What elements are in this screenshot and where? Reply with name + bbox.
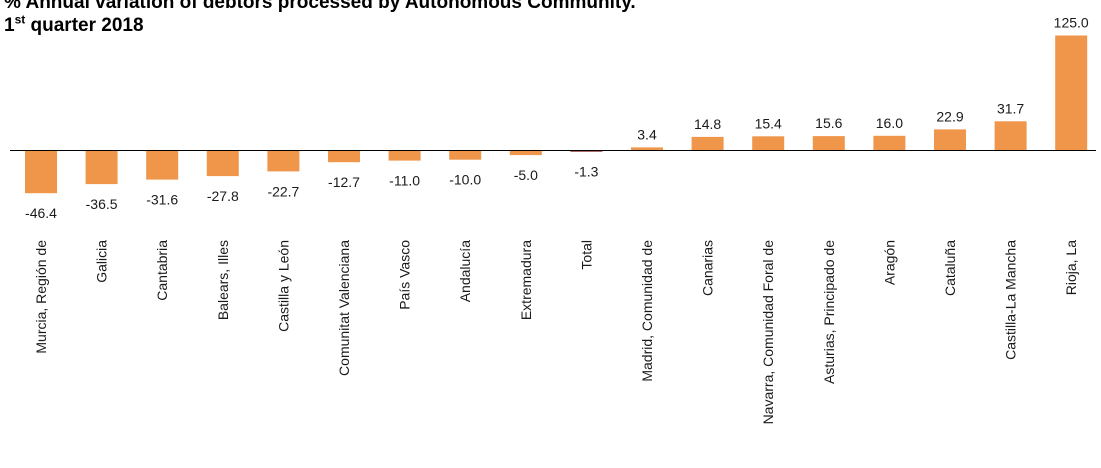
value-label-madrid-comunidad-de: 3.4 [637, 126, 657, 142]
value-label-galicia: -36.5 [86, 196, 118, 212]
category-label-aragon: Aragón [881, 240, 897, 285]
bar-canarias [691, 136, 724, 151]
chart-title-period: quarter 2018 [25, 15, 144, 36]
category-label-cantabria: Cantabria [154, 240, 170, 301]
category-labels-layer: Murcia, Región de Galicia Cantabria Balears… [33, 240, 1079, 425]
category-label-galicia: Galicia [94, 240, 110, 283]
value-label-castilla-la-mancha: 31.7 [997, 100, 1024, 116]
category-label-comunitat-valenciana: Comunitat Valenciana [336, 240, 352, 376]
value-label-murcia-region-de: -46.4 [25, 205, 57, 221]
chart-title-quarter-number: 1 [4, 15, 15, 36]
chart-title: % Annual variation of debtors processed … [4, 0, 636, 37]
bar-castilla-y-leon [267, 150, 300, 172]
chart-title-line-1: % Annual variation of debtors processed … [4, 0, 636, 13]
bar-cantabria [146, 150, 179, 180]
bar-comunitat-valenciana [328, 150, 360, 163]
category-label-canarias: Canarias [700, 240, 716, 296]
chart-title-ordinal-suffix: st [14, 12, 26, 27]
value-label-aragon: 16.0 [876, 115, 903, 131]
bar-andalucia [449, 150, 482, 160]
value-label-total: -1.3 [574, 164, 598, 180]
value-label-andalucia: -10.0 [449, 172, 481, 188]
bar-rioja-la [1055, 35, 1088, 151]
bar-castilla-la-mancha [994, 121, 1027, 151]
value-label-comunitat-valenciana: -12.7 [328, 174, 360, 190]
value-label-balears-illes: -27.8 [207, 188, 239, 204]
value-label-canarias: 14.8 [694, 116, 721, 132]
bars-layer [25, 35, 1088, 194]
category-label-extremadura: Extremadura [518, 240, 534, 320]
category-label-andalucia: Andalucía [457, 240, 473, 302]
value-labels-layer: -46.4 -36.5 -31.6 -27.8 -22.7 -12.7 -11.0 -10.0… [25, 15, 1089, 222]
bar-pais-vasco [388, 150, 421, 161]
bar-navarra-comunidad-foral-de [752, 136, 785, 151]
bar-madrid-comunidad-de [631, 147, 663, 151]
value-label-pais-vasco: -11.0 [389, 173, 420, 189]
value-label-asturias-principado-de: 15.6 [815, 115, 842, 131]
value-label-extremadura: -5.0 [514, 167, 538, 183]
value-label-castilla-y-leon: -22.7 [267, 183, 299, 199]
bar-balears-illes [206, 150, 239, 177]
value-label-cantabria: -31.6 [146, 192, 178, 208]
bar-galicia [85, 150, 118, 185]
bar-total [570, 150, 603, 152]
bar-aragon [873, 135, 906, 151]
category-label-total: Total [578, 240, 594, 270]
value-label-navarra-comunidad-foral-de: 15.4 [755, 115, 782, 131]
bar-cataluna [934, 129, 966, 151]
bar-extremadura [509, 150, 542, 156]
category-label-navarra-comunidad-foral-de: Navarra, Comunidad Foral de [760, 240, 776, 425]
chart-title-line-2: 1st quarter 2018 [4, 14, 636, 37]
category-label-madrid-comunidad-de: Madrid, Comunidad de [639, 240, 655, 382]
category-label-rioja-la: Rioja, La [1063, 240, 1079, 295]
value-label-cataluna: 22.9 [936, 108, 963, 124]
category-label-pais-vasco: País Vasco [397, 240, 413, 310]
category-label-castilla-y-leon: Castilla y León [275, 240, 291, 332]
bar-murcia-region-de [25, 150, 57, 194]
bar-asturias-principado-de [812, 136, 845, 151]
category-label-murcia-region-de: Murcia, Región de [33, 240, 49, 354]
category-label-castilla-la-mancha: Castilla-La Mancha [1003, 240, 1019, 360]
value-label-rioja-la: 125.0 [1054, 15, 1089, 31]
category-label-asturias-principado-de: Asturias, Principado de [821, 240, 837, 384]
category-label-balears-illes: Balears, Illes [215, 240, 231, 320]
category-label-cataluna: Cataluña [942, 240, 958, 296]
